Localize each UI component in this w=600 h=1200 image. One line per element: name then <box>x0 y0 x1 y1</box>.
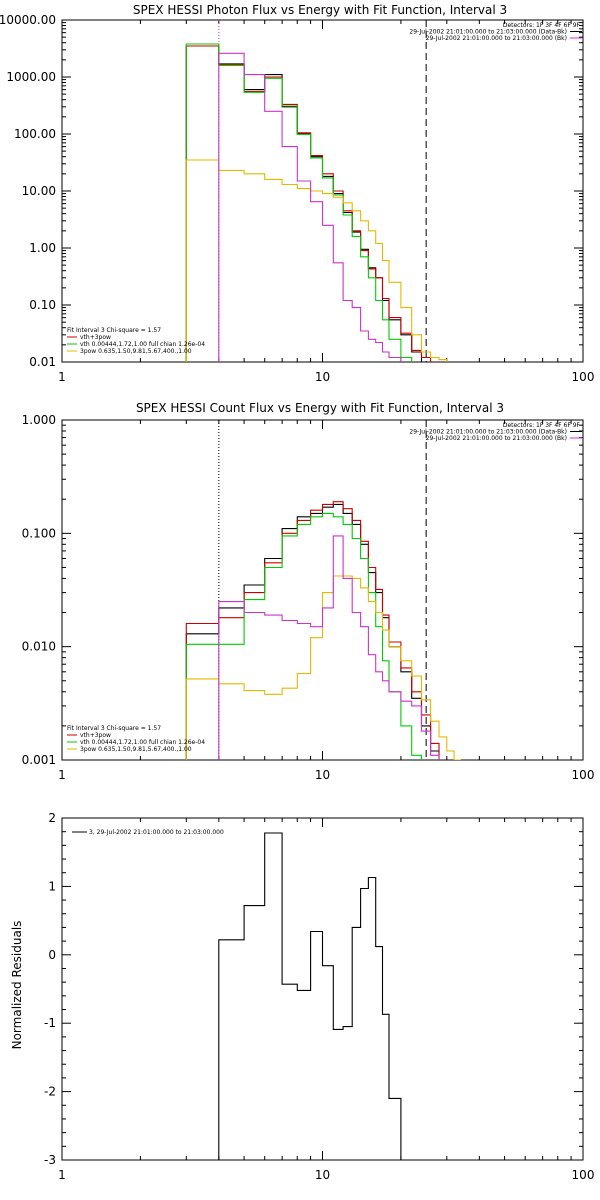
info-line: 29-Jul-2002 21:01:00.000 to 21:03:00.000… <box>409 429 567 436</box>
y-tick-label: 1.00 <box>29 241 56 255</box>
fit-legend-text: 3pow 0.635,1.50,9.81,5.67,400.,1.00 <box>80 348 192 355</box>
residuals-y-axis-label: Normalized Residuals <box>10 921 24 1050</box>
y-tick-label: 10000.00 <box>0 13 56 27</box>
photon-flux-title: SPEX HESSI Photon Flux vs Energy with Fi… <box>133 3 507 17</box>
x-tick-label: 100 <box>572 768 595 782</box>
fit-legend-text: vth 0.00444,1.72,1.00 full chian 1.26e-0… <box>80 739 205 746</box>
x-tick-label: 10 <box>315 370 330 384</box>
y-tick-label: -1 <box>44 1016 56 1030</box>
fit-legend-text: Fit Interval 3 Chi-square = 1.57 <box>67 327 161 334</box>
histogram-series <box>185 575 461 760</box>
x-tick-label: 100 <box>572 370 595 384</box>
info-line: 29-Jul-2002 21:01:00.000 to 21:03:00.000… <box>426 435 567 442</box>
axes-frame <box>61 817 584 1161</box>
series-group <box>185 501 461 760</box>
y-tick-label: 1000.00 <box>6 70 56 84</box>
y-tick-label: 2 <box>48 811 56 825</box>
fit-legend-text: 3pow 0.635,1.50,9.81,5.67,400.,1.00 <box>80 746 192 753</box>
histogram-series <box>185 159 448 362</box>
x-tick-label: 10 <box>315 768 330 782</box>
y-tick-label: 1 <box>48 879 56 893</box>
y-tick-label: 10.00 <box>22 184 56 198</box>
fit-legend-text: vth+3pow <box>80 732 111 739</box>
histogram-series <box>185 45 432 362</box>
info-line: 29-Jul-2002 21:01:00.000 to 21:03:00.000… <box>409 29 567 36</box>
info-line: Detectors: 1F 3F 4F 6F 9F <box>503 422 581 429</box>
histogram-series <box>185 43 413 362</box>
y-tick-label: 0.100 <box>22 526 56 540</box>
histogram-series <box>185 45 423 362</box>
count-flux-title: SPEX HESSI Count Flux vs Energy with Fit… <box>136 401 504 415</box>
y-tick-label: -3 <box>44 1153 56 1167</box>
x-tick-label: 1 <box>58 370 66 384</box>
axes-frame <box>61 419 584 761</box>
photon-flux-panel: SPEX HESSI Photon Flux vs Energy with Fi… <box>0 3 594 384</box>
info-line: Detectors: 1F 3F 4F 6F 9F <box>503 22 581 29</box>
histogram-series <box>218 535 440 760</box>
x-tick-label: 10 <box>315 1168 330 1182</box>
x-tick-label: 1 <box>58 768 66 782</box>
count-flux-panel: SPEX HESSI Count Flux vs Energy with Fit… <box>22 401 595 782</box>
y-tick-label: 0.10 <box>29 298 56 312</box>
y-tick-label: 0.010 <box>22 640 56 654</box>
histogram-series <box>218 832 427 1160</box>
histogram-series <box>185 512 423 760</box>
series-group <box>185 43 448 362</box>
y-tick-label: 100.00 <box>14 127 56 141</box>
y-tick-label: -2 <box>44 1085 56 1099</box>
y-tick-label: 0 <box>48 948 56 962</box>
fit-legend-text: vth+3pow <box>80 334 111 341</box>
y-tick-label: 1.000 <box>22 413 56 427</box>
fit-legend-text: Fit Interval 3 Chi-square = 1.57 <box>67 725 161 732</box>
y-tick-label: 0.01 <box>29 355 56 369</box>
x-tick-label: 100 <box>572 1168 595 1182</box>
series-group <box>218 832 427 1160</box>
fit-legend-text: vth 0.00444,1.72,1.00 full chian 1.26e-0… <box>80 341 205 348</box>
x-tick-label: 1 <box>58 1168 66 1182</box>
histogram-series <box>218 52 402 362</box>
info-line: 29-Jul-2002 21:01:00.000 to 21:03:00.000… <box>426 35 567 42</box>
y-tick-label: 0.001 <box>22 753 56 767</box>
residual-legend-text: 3, 29-Jul-2002 21:01:00.000 to 21:03:00.… <box>89 829 224 836</box>
